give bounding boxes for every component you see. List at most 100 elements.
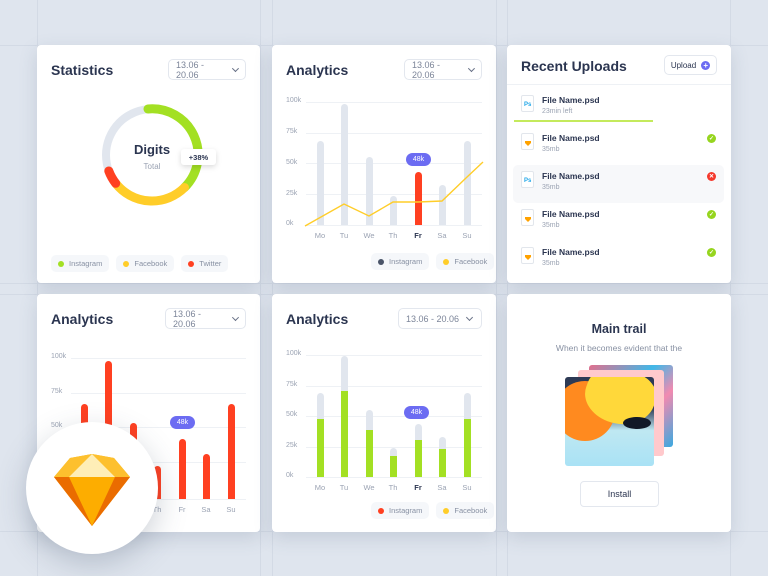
recent-uploads-card: Recent Uploads Upload + Ps File Name.psd… — [507, 45, 731, 283]
upload-item[interactable]: Ps File Name.psd 35mb ✕ — [513, 165, 724, 203]
grid-line — [496, 0, 497, 576]
x-tick: Su — [462, 483, 472, 492]
file-size: 35mb — [542, 184, 560, 191]
photoshop-file-icon: Ps — [521, 95, 534, 112]
x-tick: Mo — [314, 483, 326, 492]
y-tick: 25k — [286, 442, 298, 449]
chevron-down-icon — [466, 313, 474, 321]
bar-total[interactable] — [415, 424, 422, 477]
upload-button[interactable]: Upload + — [664, 55, 717, 75]
y-tick: 100k — [286, 350, 302, 357]
file-size: 35mb — [542, 222, 560, 229]
legend-item-twitter[interactable]: Twitter — [181, 255, 229, 272]
bar-total[interactable] — [390, 448, 397, 477]
legend-item-facebook[interactable]: Facebook — [436, 253, 495, 270]
legend-item-facebook[interactable]: Facebook — [436, 502, 495, 519]
bar[interactable] — [439, 185, 446, 225]
y-tick: 50k — [51, 422, 63, 429]
sketch-file-icon — [521, 133, 534, 150]
x-tick: Tu — [339, 483, 349, 492]
preview-image-front — [565, 377, 654, 466]
donut-chart — [102, 104, 203, 206]
bar-total[interactable] — [366, 410, 373, 477]
analytics-card-top: Analytics 13.06 - 20.06 100k 75k 50k 25k… — [272, 45, 496, 283]
bar[interactable] — [390, 196, 397, 225]
date-range-dropdown[interactable]: 13.06 - 20.06 — [398, 308, 482, 329]
x-tick: Sa — [437, 483, 447, 492]
bar-highlighted[interactable] — [415, 172, 422, 225]
card-title: Statistics — [51, 62, 114, 78]
chart-legend: Instagram Facebook Twitter — [51, 255, 229, 272]
y-tick: 100k — [286, 97, 302, 104]
bar[interactable] — [203, 454, 210, 499]
bar[interactable] — [317, 141, 324, 225]
value-tooltip: 48k — [404, 406, 429, 419]
y-tick: 0k — [286, 220, 294, 227]
bar[interactable] — [341, 104, 348, 225]
date-range-value: 13.06 - 20.06 — [412, 59, 441, 80]
date-range-dropdown[interactable]: 13.06 - 20.06 — [165, 308, 246, 329]
card-title: Analytics — [286, 62, 349, 78]
legend-label: Twitter — [199, 259, 222, 268]
grid-line — [37, 0, 38, 576]
sketch-diamond-icon — [54, 454, 130, 526]
x-tick: We — [363, 231, 375, 240]
bar[interactable] — [228, 404, 235, 499]
date-range-value: 13.06 - 20.06 — [173, 308, 202, 329]
y-tick: 75k — [286, 128, 298, 135]
chart-legend: Instagram Facebook — [371, 253, 495, 270]
x-tick: Th — [152, 505, 162, 514]
y-tick: 0k — [286, 472, 294, 479]
bar[interactable] — [179, 439, 186, 499]
analytics-card-green: Analytics 13.06 - 20.06 100k 75k 50k 25k… — [272, 294, 496, 532]
value-tooltip: 48k — [406, 153, 431, 166]
value-tooltip: 48k — [170, 416, 195, 429]
y-tick: 100k — [51, 353, 67, 360]
y-tick: 50k — [286, 411, 298, 418]
promo-card: Main trail When it becomes evident that … — [507, 294, 731, 532]
grid-line — [260, 0, 261, 576]
file-size: 35mb — [542, 146, 560, 153]
install-button[interactable]: Install — [580, 481, 659, 507]
x-tick: Sa — [437, 231, 447, 240]
error-icon[interactable]: ✕ — [707, 172, 716, 181]
check-icon: ✓ — [707, 210, 716, 219]
x-tick: Sa — [201, 505, 211, 514]
legend-item-instagram[interactable]: Instagram — [51, 255, 110, 272]
date-range-value: 13.06 - 20.06 — [176, 59, 205, 80]
date-range-value: 13.06 - 20.06 — [406, 313, 460, 324]
grid-line — [272, 0, 273, 576]
upload-item[interactable]: File Name.psd 35mb ✓ — [507, 127, 730, 165]
bar-total[interactable] — [464, 393, 471, 477]
legend-item-facebook[interactable]: Facebook — [116, 255, 175, 272]
y-tick: 25k — [286, 190, 298, 197]
legend-item-instagram[interactable]: Instagram — [371, 502, 430, 519]
line-series — [304, 161, 484, 227]
promo-title: Main trail — [591, 322, 647, 336]
chevron-down-icon — [232, 313, 240, 321]
card-title: Recent Uploads — [521, 58, 627, 74]
file-name: File Name.psd — [542, 171, 600, 181]
dot-icon — [443, 258, 450, 265]
percent-badge: +38% — [181, 149, 216, 165]
date-range-dropdown[interactable]: 13.06 - 20.06 — [404, 59, 482, 80]
bar[interactable] — [366, 157, 373, 225]
upload-item[interactable]: File Name.psd 35mb ✓ — [507, 241, 730, 279]
legend-item-instagram[interactable]: Instagram — [371, 253, 430, 270]
x-tick: Su — [226, 505, 236, 514]
plus-icon: + — [701, 60, 711, 70]
card-title: Analytics — [286, 311, 349, 327]
date-range-dropdown[interactable]: 13.06 - 20.06 — [168, 59, 246, 80]
bar-total[interactable] — [439, 437, 446, 477]
donut-center-subtitle: Total — [143, 162, 161, 171]
y-tick: 75k — [286, 381, 298, 388]
bar-total[interactable] — [341, 356, 348, 477]
upload-item[interactable]: Ps File Name.psd 23min left — [507, 89, 730, 127]
upload-item[interactable]: File Name.psd 35mb ✓ — [507, 203, 730, 241]
bar-total[interactable] — [317, 393, 324, 477]
legend-label: Facebook — [454, 506, 488, 515]
file-name: File Name.psd — [542, 209, 600, 219]
file-name: File Name.psd — [542, 247, 600, 257]
bar[interactable] — [464, 141, 471, 225]
upload-label: Upload — [670, 60, 697, 70]
